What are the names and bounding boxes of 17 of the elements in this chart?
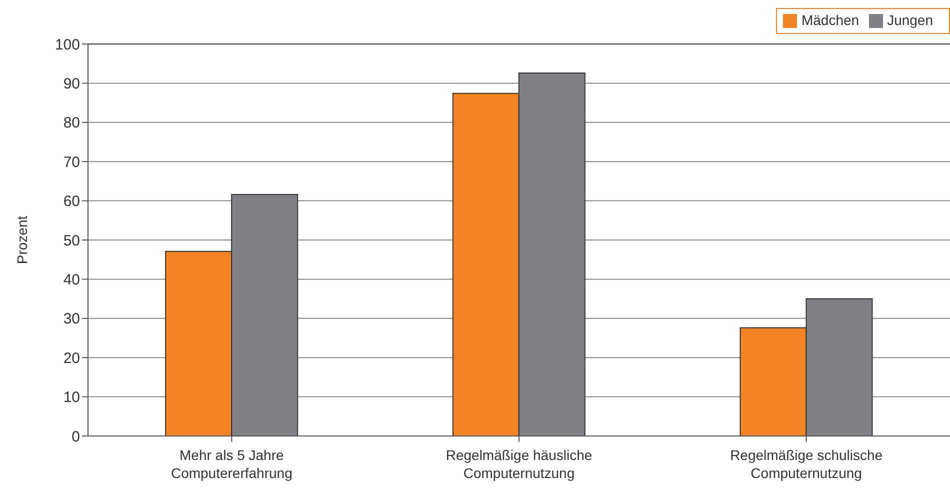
x-tick-label: Regelmäßige häusliche Computernutzung xyxy=(446,447,592,481)
y-tick-label: 90 xyxy=(63,76,80,93)
x-tick-label: Regelmäßige schulische Computernutzung xyxy=(730,447,883,481)
y-tick-label: 40 xyxy=(63,272,80,289)
y-tick-label: 70 xyxy=(63,154,80,171)
y-axis-title: Prozent xyxy=(14,216,30,264)
y-tick-label: 30 xyxy=(63,310,80,328)
y-tick-label: 50 xyxy=(63,232,80,250)
x-tick-label: Mehr als 5 Jahre Computererfahrung xyxy=(170,447,292,481)
y-tick-label: 10 xyxy=(63,389,80,406)
legend-label: Mädchen xyxy=(801,12,860,28)
y-tick-label: 20 xyxy=(63,350,80,367)
y-tick-label: 60 xyxy=(63,193,80,210)
y-tick-label: 0 xyxy=(72,428,80,446)
y-tick-label: 100 xyxy=(54,36,80,54)
y-tick-label: 80 xyxy=(63,114,80,132)
legend-label: Jungen xyxy=(887,12,933,28)
